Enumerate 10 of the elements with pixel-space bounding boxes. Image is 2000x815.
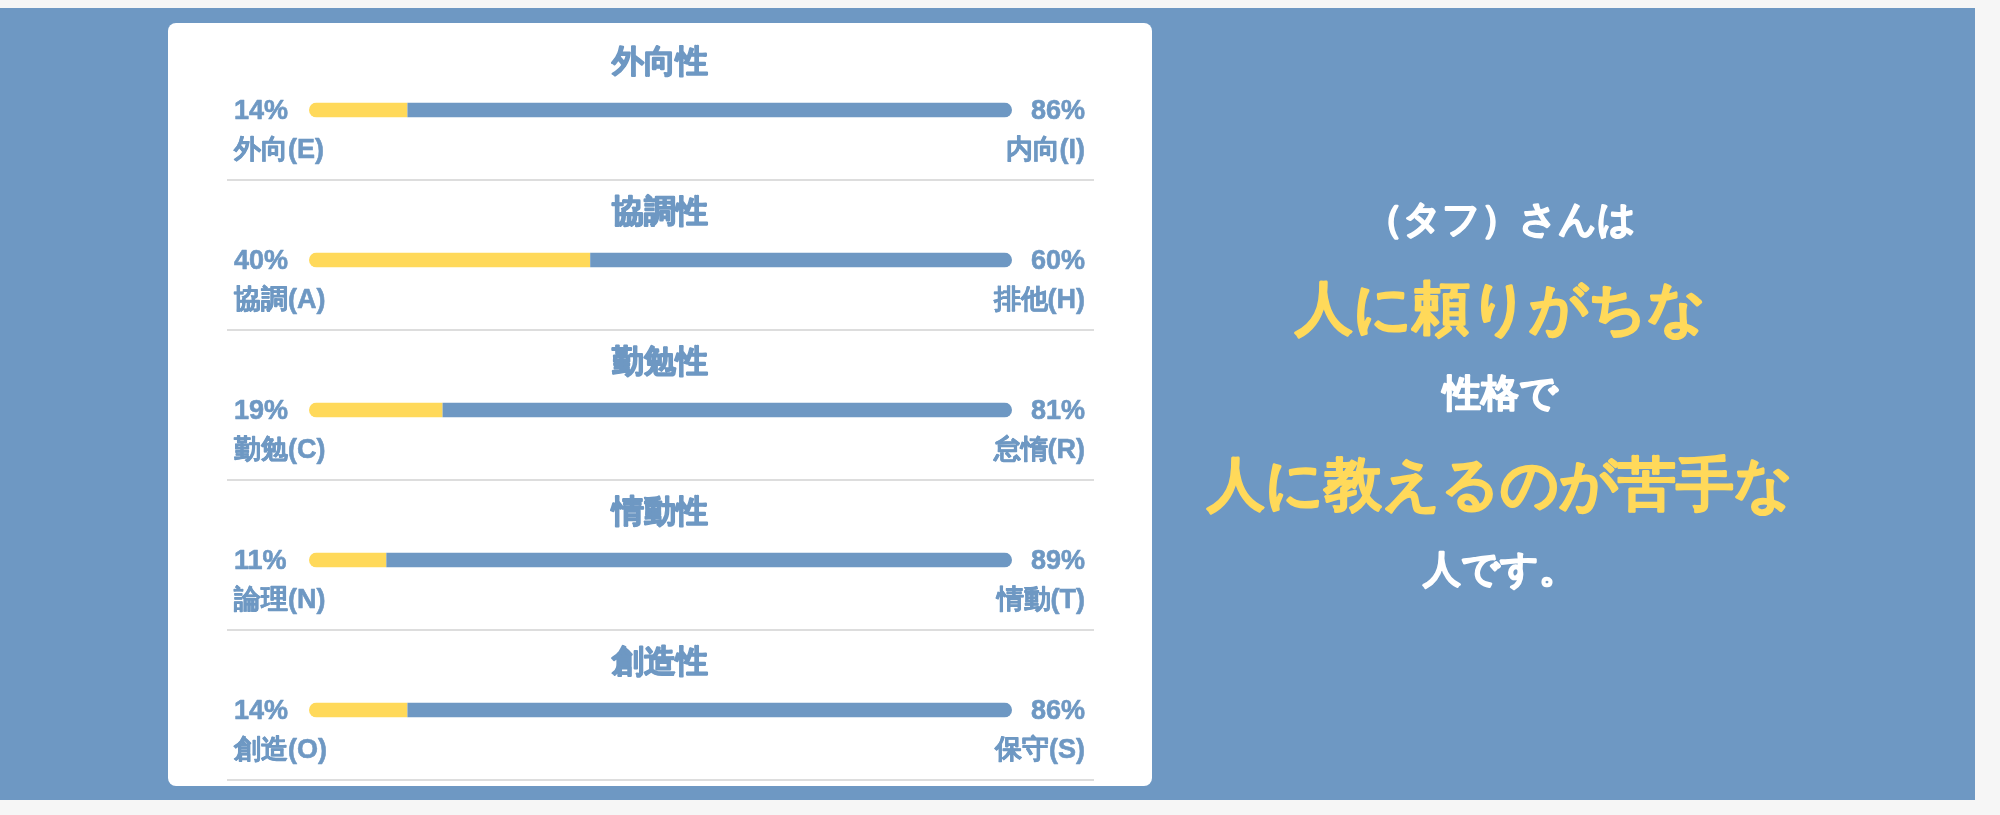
annotation: 人に頼りがちな <box>1294 274 1706 340</box>
annotation: 性格で <box>1442 372 1558 414</box>
annotation: 人に教えるのが苦手な <box>1207 450 1793 516</box>
title: 外向性 <box>612 43 708 79</box>
title: 情動性 <box>612 493 708 529</box>
title: 勤勉性 <box>612 343 708 379</box>
annotation: （タフ）さんは <box>1364 198 1636 240</box>
title: 協調性 <box>612 193 708 229</box>
title: 創造性 <box>612 643 708 679</box>
annotation: 人です。 <box>1423 548 1577 590</box>
